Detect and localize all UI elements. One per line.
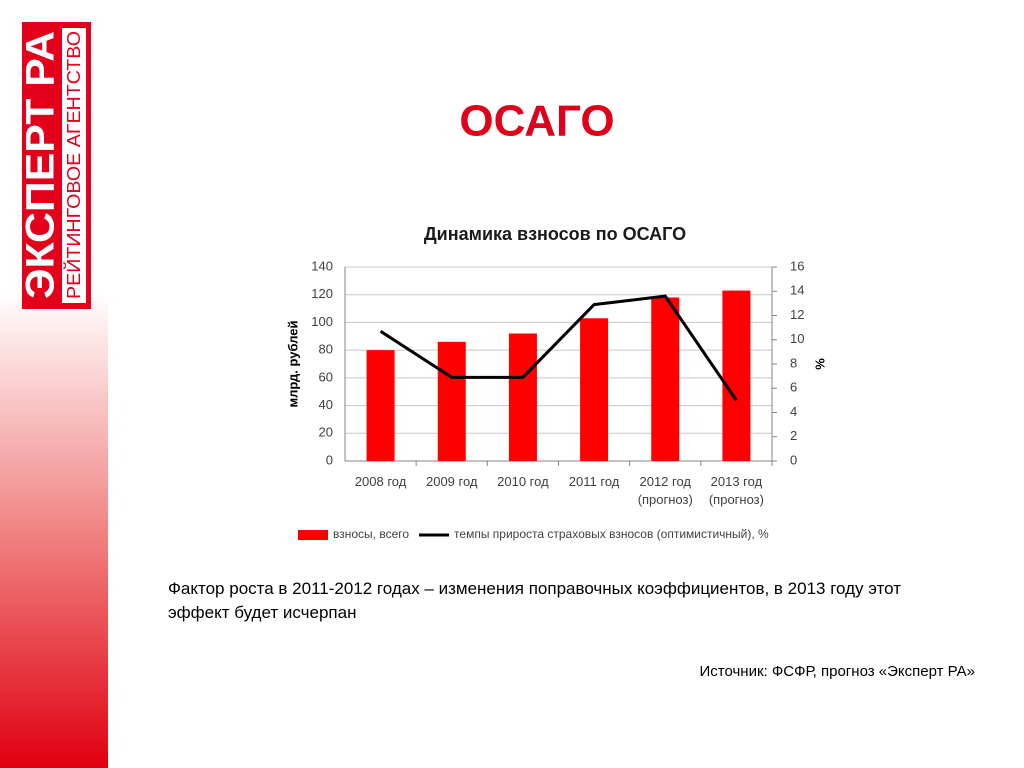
legend-label: темпы прироста страховых взносов (оптими…	[454, 527, 769, 541]
x-tick-label: 2008 год	[354, 474, 407, 489]
y2-tick-label: 16	[790, 258, 804, 273]
logo-tagline: РЕЙТИНГОВОЕ АГЕНТСТВО	[63, 31, 84, 299]
source: Источник: ФСФР, прогноз «Эксперт РА»	[699, 663, 975, 680]
x-tick-label: 2012 год (прогноз)	[637, 474, 693, 507]
y2-tick-label: 6	[790, 380, 797, 395]
x-tick-label: 2010 год	[497, 474, 549, 489]
logo-name: ЭКСПЕРТ РА	[19, 31, 63, 299]
y2-tick-label: 4	[790, 404, 797, 419]
bar	[722, 290, 751, 461]
y-tick-label: 100	[311, 314, 333, 329]
y-tick-label: 20	[319, 425, 333, 440]
y-tick-label: 0	[326, 452, 333, 467]
logo-strip	[62, 28, 86, 303]
y-tick-label: 140	[311, 258, 333, 273]
y-tick-label: 120	[311, 286, 333, 301]
y-tick-label: 60	[319, 369, 333, 384]
bar	[508, 333, 537, 461]
y-axis-label: млрд. рублей	[285, 321, 300, 408]
chart-title: Динамика взносов по ОСАГО	[424, 224, 686, 244]
line	[379, 294, 738, 402]
y-tick-label: 80	[319, 342, 333, 357]
y2-tick-label: 10	[790, 331, 804, 346]
y2-tick-label: 12	[790, 307, 804, 322]
bar	[366, 350, 395, 461]
x-tick-label: 2013 год (прогноз)	[708, 474, 764, 507]
y2-tick-label: 14	[790, 283, 804, 298]
y2-tick-label: 0	[790, 452, 797, 467]
bar	[580, 318, 609, 461]
x-tick-label: 2011 год	[568, 474, 620, 489]
bar	[651, 297, 680, 461]
slide-title: ОСАГО	[459, 97, 614, 146]
bar	[437, 341, 466, 461]
x-tick-label: 2009 год	[425, 474, 478, 489]
body-text: Фактор роста в 2011-2012 годах – изменен…	[168, 579, 902, 622]
y2-axis-label: %	[812, 358, 827, 370]
y2-tick-label: 8	[790, 355, 797, 370]
y-tick-label: 40	[319, 397, 333, 412]
y2-tick-label: 2	[790, 428, 797, 443]
legend-label: взносы, всего	[333, 527, 409, 541]
legend-swatch	[298, 530, 328, 540]
